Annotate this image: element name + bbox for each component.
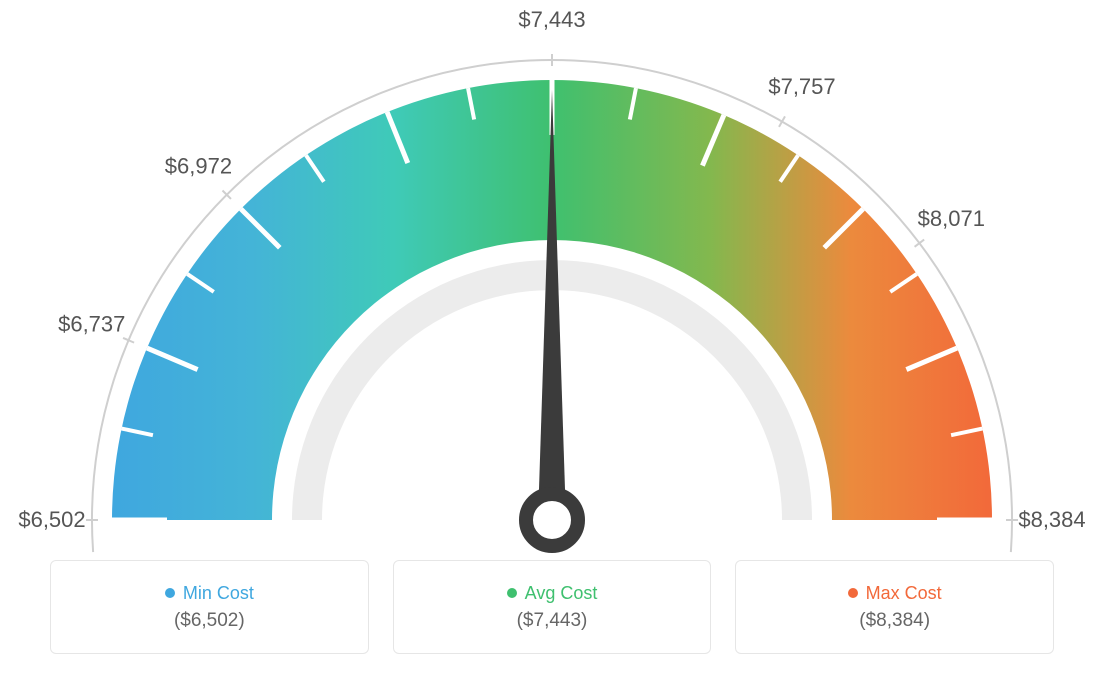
gauge-tick-label: $6,972 <box>165 153 232 178</box>
dot-icon <box>848 588 858 598</box>
max-cost-card: Max Cost ($8,384) <box>735 560 1054 654</box>
gauge-tick-label: $8,384 <box>1018 507 1085 532</box>
avg-cost-head: Avg Cost <box>507 583 598 604</box>
gauge-tick-label: $7,757 <box>768 74 835 99</box>
avg-cost-label: Avg Cost <box>525 583 598 604</box>
gauge-tick-label: $6,502 <box>18 507 85 532</box>
avg-cost-value: ($7,443) <box>517 610 588 632</box>
gauge-tick-label: $7,443 <box>518 7 585 32</box>
gauge-svg: $6,502 $6,737 $6,972 $7,443 $7,757 $8,071 $8,3… <box>0 0 1104 560</box>
max-cost-head: Max Cost <box>848 583 942 604</box>
dot-icon <box>507 588 517 598</box>
avg-cost-card: Avg Cost ($7,443) <box>393 560 712 654</box>
gauge-tick-label: $8,071 <box>918 206 985 231</box>
min-cost-card: Min Cost ($6,502) <box>50 560 369 654</box>
max-cost-label: Max Cost <box>866 583 942 604</box>
gauge-tick-label: $6,737 <box>58 312 125 337</box>
min-cost-head: Min Cost <box>165 583 254 604</box>
gauge-chart: $6,502 $6,737 $6,972 $7,443 $7,757 $8,071 $8,3… <box>0 0 1104 560</box>
max-cost-value: ($8,384) <box>859 610 930 632</box>
gauge-hub <box>526 494 578 546</box>
min-cost-value: ($6,502) <box>174 610 245 632</box>
dot-icon <box>165 588 175 598</box>
min-cost-label: Min Cost <box>183 583 254 604</box>
summary-cards: Min Cost ($6,502) Avg Cost ($7,443) Max … <box>0 560 1104 654</box>
